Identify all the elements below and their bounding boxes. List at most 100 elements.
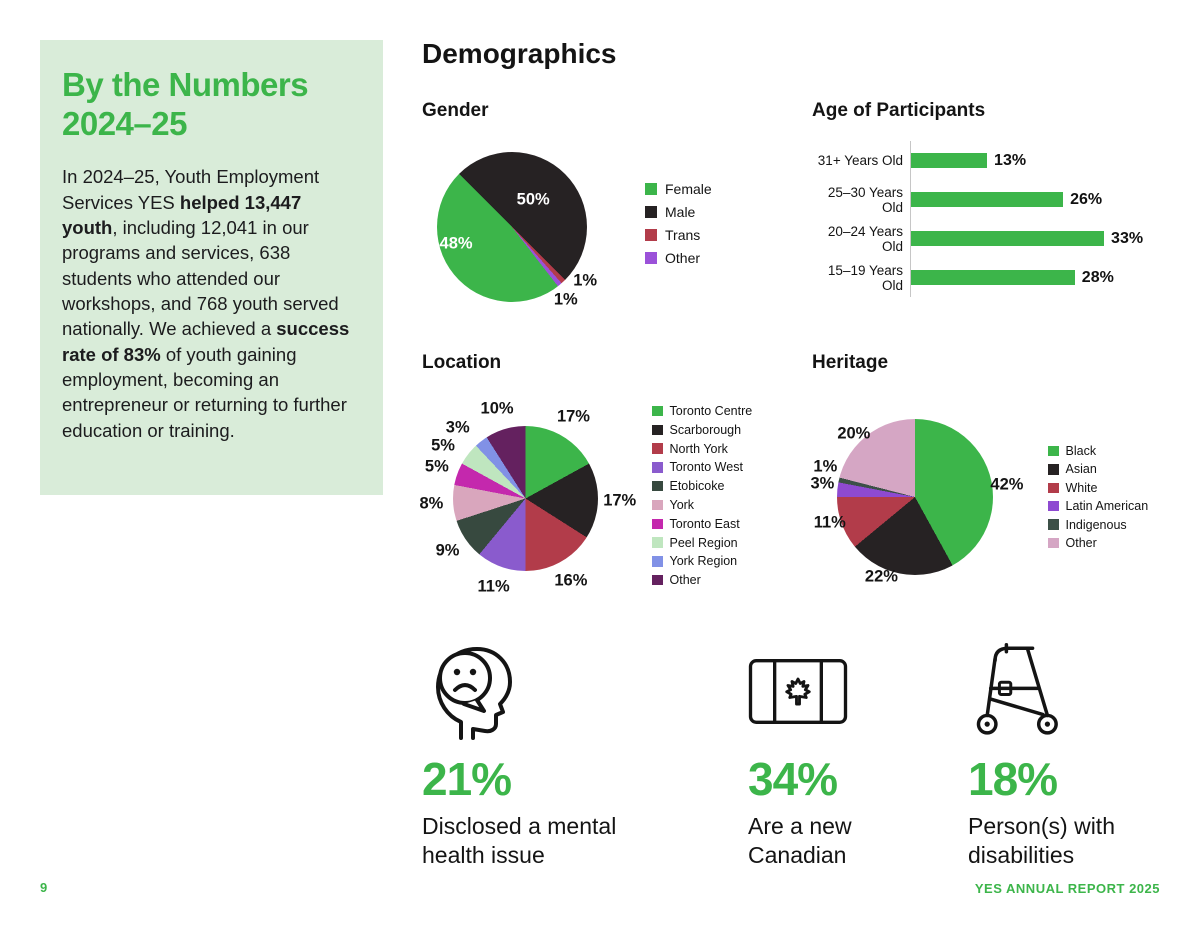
legend-label: Peel Region: [669, 535, 738, 550]
bar: [911, 270, 1075, 285]
bar-row: 31+ Years Old 13%: [812, 141, 1198, 180]
legend-item: York Region: [652, 554, 752, 568]
paragraph-text: of youth gaining employment, becoming an…: [62, 343, 347, 441]
by-the-numbers-panel: By the Numbers 2024–25 In 2024–25, Youth…: [40, 40, 383, 495]
heritage-pie-chart: 42% 22% 11% 3% 1% 20%: [810, 419, 1023, 586]
bar-zone: 26%: [910, 180, 1198, 219]
bar: [911, 231, 1105, 246]
bar-zone: 33%: [910, 219, 1198, 258]
bar-value-label: 28%: [1081, 268, 1114, 286]
legend-swatch: [652, 574, 663, 586]
legend-label: Other: [669, 573, 701, 588]
legend-label: Scarborough: [669, 422, 742, 437]
legend-label: Indigenous: [1065, 517, 1127, 532]
legend-swatch: [652, 405, 663, 417]
pie-slice-label: 5%: [431, 436, 455, 455]
bar-zone: 13%: [910, 141, 1198, 180]
legend-item: Peel Region: [652, 536, 752, 550]
legend-swatch: [652, 462, 663, 473]
stat-label: Disclosed a mental health issue: [422, 813, 617, 868]
legend-label: White: [1065, 480, 1098, 495]
pie-slice-label: 11%: [477, 577, 510, 596]
legend-swatch: [652, 518, 663, 530]
pie-slice-label: 17%: [603, 491, 637, 510]
stat-mental-health: 21% Disclosed a mental health issue: [422, 640, 657, 870]
stat-label: Are a new Canadian: [748, 813, 852, 868]
legend-swatch: [652, 537, 663, 548]
legend-label: Female: [665, 181, 712, 197]
legend-label: Etobicoke: [669, 479, 725, 494]
legend-item: York: [652, 498, 752, 512]
pie-slice-label: 3%: [810, 474, 835, 493]
legend-item: Male: [645, 204, 712, 220]
pie-slice-label: 1%: [573, 271, 598, 290]
heritage-legend: Black Asian White Latin American Indigenous O…: [1048, 444, 1148, 550]
gender-chart-title: Gender: [422, 100, 489, 121]
legend-label: Toronto Centre: [669, 404, 753, 418]
walker-icon: [968, 640, 1168, 742]
legend-item: Female: [645, 181, 712, 197]
bar-row: 25–30 Years Old 26%: [812, 180, 1198, 219]
legend-swatch: [652, 424, 663, 436]
bar-zone: 28%: [910, 258, 1198, 297]
legend-item: Other: [1048, 536, 1148, 550]
legend-item: White: [1048, 481, 1148, 495]
stat-new-canadian: 34% Are a new Canadian: [748, 640, 923, 870]
pie-slice-label: 16%: [554, 571, 588, 590]
pie-slice-label: 3%: [445, 418, 470, 437]
paragraph-text: , including 12,041 in our programs and s…: [62, 216, 339, 340]
heritage-chart-title: Heritage: [812, 352, 889, 373]
legend-item: North York: [652, 442, 752, 456]
pie-slice-label: 17%: [556, 407, 590, 426]
pie-slice-label: 9%: [435, 541, 460, 560]
paragraph-bold: helped 13,447 youth: [62, 191, 302, 238]
legend-item: Other: [652, 573, 752, 587]
gender-legend: Female Male Trans Other: [645, 181, 712, 266]
legend-item: Other: [645, 250, 712, 266]
bar-category-label: 31+ Years Old: [817, 153, 903, 168]
legend-swatch: [1048, 482, 1059, 494]
page-title: Demographics: [422, 38, 617, 69]
page-number: 9: [40, 880, 48, 895]
pie-slice-label: 48%: [439, 234, 473, 253]
bar-category-label: 20–24 Years Old: [827, 223, 903, 254]
stat-value: 34%: [748, 753, 838, 805]
paragraph-bold: success rate of 83%: [62, 318, 350, 365]
pie-slice-label: 11%: [813, 513, 846, 532]
legend-label: Toronto West: [669, 460, 743, 475]
legend-swatch: [1048, 537, 1059, 549]
legend-swatch: [1048, 519, 1059, 530]
legend-label: Other: [665, 250, 701, 266]
legend-item: Etobicoke: [652, 479, 752, 493]
location-legend: Toronto Centre Scarborough North York Toron…: [652, 404, 752, 587]
legend-swatch: [652, 480, 663, 492]
legend-label: Male: [665, 204, 696, 220]
pie-slice-label: 20%: [837, 424, 871, 443]
bar-row: 20–24 Years Old 33%: [812, 219, 1198, 258]
age-chart-title: Age of Participants: [812, 100, 986, 121]
legend-swatch: [652, 499, 663, 511]
legend-swatch: [645, 206, 657, 218]
legend-label: Black: [1065, 444, 1097, 458]
bar-value-label: 26%: [1070, 190, 1103, 208]
bar-category-label: 15–19 Years Old: [827, 262, 903, 293]
bar: [911, 153, 988, 168]
legend-swatch: [645, 229, 657, 241]
bar-value-label: 13%: [994, 151, 1027, 169]
legend-item: Black: [1048, 444, 1148, 458]
stat-disabilities: 18% Person(s) with disabilities: [968, 640, 1168, 870]
bar-value-label: 33%: [1111, 229, 1144, 247]
stat-label: Person(s) with disabilities: [968, 813, 1115, 868]
legend-swatch: [652, 443, 663, 454]
pie-slice-label: 50%: [516, 190, 550, 209]
panel-title: By the Numbers 2024–25: [62, 66, 309, 142]
location-chart-title: Location: [422, 352, 502, 373]
location-pie-chart: 17% 17% 16% 11% 9% 8% 5% 5% 3% 10%: [420, 400, 637, 596]
pie-slice-label: 1%: [553, 290, 578, 309]
legend-item: Toronto East: [652, 517, 752, 531]
legend-item: Toronto Centre: [652, 404, 752, 418]
legend-item: Scarborough: [652, 423, 752, 437]
footer-report-title: YES ANNUAL REPORT 2025: [974, 881, 1160, 896]
paragraph-text: In 2024–25, Youth Employment Services YE…: [62, 166, 320, 213]
